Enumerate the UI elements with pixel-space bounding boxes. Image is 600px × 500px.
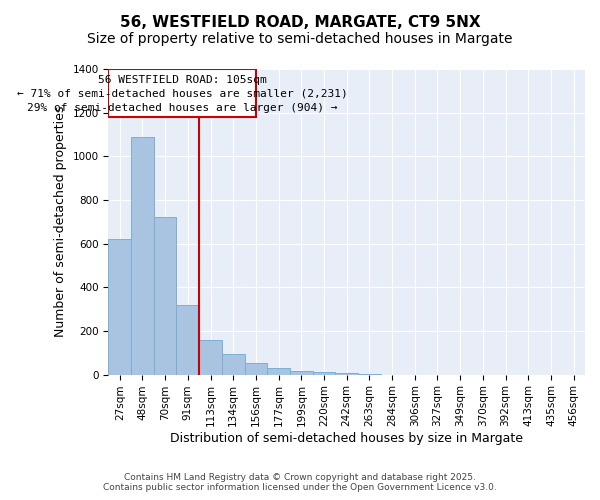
Bar: [290, 370, 313, 374]
FancyBboxPatch shape: [109, 69, 256, 117]
Bar: [154, 218, 176, 374]
Y-axis label: Number of semi-detached properties: Number of semi-detached properties: [54, 106, 67, 338]
Bar: [267, 368, 290, 374]
Bar: [131, 136, 154, 374]
Bar: [176, 304, 199, 374]
Bar: [313, 372, 335, 374]
Bar: [222, 354, 245, 374]
Text: ← 71% of semi-detached houses are smaller (2,231): ← 71% of semi-detached houses are smalle…: [17, 88, 347, 99]
Text: 56 WESTFIELD ROAD: 105sqm: 56 WESTFIELD ROAD: 105sqm: [98, 75, 266, 85]
Text: 56, WESTFIELD ROAD, MARGATE, CT9 5NX: 56, WESTFIELD ROAD, MARGATE, CT9 5NX: [119, 15, 481, 30]
Text: Contains HM Land Registry data © Crown copyright and database right 2025.
Contai: Contains HM Land Registry data © Crown c…: [103, 473, 497, 492]
Bar: [109, 240, 131, 374]
Bar: [199, 340, 222, 374]
X-axis label: Distribution of semi-detached houses by size in Margate: Distribution of semi-detached houses by …: [170, 432, 523, 445]
Bar: [245, 362, 267, 374]
Text: 29% of semi-detached houses are larger (904) →: 29% of semi-detached houses are larger (…: [27, 103, 337, 113]
Text: Size of property relative to semi-detached houses in Margate: Size of property relative to semi-detach…: [87, 32, 513, 46]
